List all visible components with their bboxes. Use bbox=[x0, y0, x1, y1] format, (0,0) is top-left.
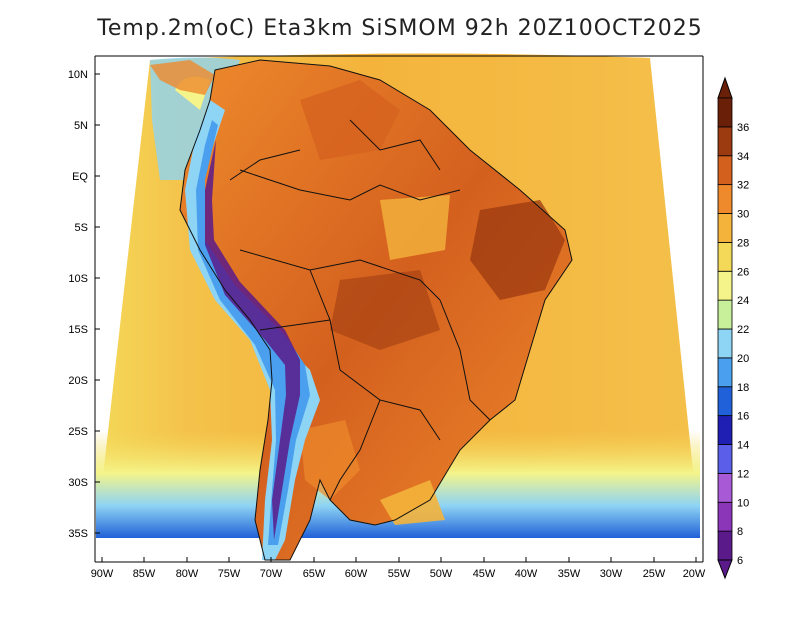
colorbar-label: 16 bbox=[737, 411, 749, 423]
colorbar-segment bbox=[717, 415, 733, 445]
lon-label: 45W bbox=[473, 568, 496, 580]
lon-label: 60W bbox=[345, 568, 368, 580]
colorbar-label: 18 bbox=[737, 382, 749, 394]
colorbar-label: 22 bbox=[737, 324, 749, 336]
colorbar-segment bbox=[717, 184, 733, 214]
lat-label: 35S bbox=[68, 528, 88, 540]
lon-label: 40W bbox=[515, 568, 538, 580]
colorbar-segment bbox=[717, 501, 733, 532]
lon-label: 50W bbox=[430, 568, 453, 580]
lon-label: 35W bbox=[558, 568, 581, 580]
lon-label: 20W bbox=[683, 568, 706, 580]
colorbar-segment bbox=[717, 444, 733, 474]
colorbar-segment bbox=[717, 241, 733, 272]
lon-label: 80W bbox=[176, 568, 199, 580]
colorbar-label: 32 bbox=[737, 180, 749, 192]
lat-label: 5S bbox=[75, 222, 88, 234]
colorbar-segment bbox=[717, 97, 733, 128]
colorbar-label: 6 bbox=[737, 555, 743, 567]
lon-label: 55W bbox=[388, 568, 411, 580]
colorbar-segment bbox=[717, 357, 733, 388]
lat-label: 5N bbox=[74, 120, 88, 132]
country-borders bbox=[179, 59, 573, 561]
colorbar-segment bbox=[717, 530, 733, 561]
temperature-field bbox=[96, 53, 700, 560]
colorbar: 6 8 10 12 14 16 18 20 22 24 26 28 30 32 34 36 bbox=[717, 76, 749, 580]
colorbar-bottom-arrow bbox=[717, 559, 733, 580]
colorbar-segment bbox=[717, 126, 733, 157]
map-title: Temp.2m(oC) Eta3km SiSMOM 92h 20Z10OCT20… bbox=[97, 16, 703, 41]
lon-label: 75W bbox=[218, 568, 241, 580]
colorbar-segment bbox=[717, 299, 733, 330]
colorbar-label: 10 bbox=[737, 497, 749, 509]
latitude-axis: 10N 5N EQ 5S 10S 15S 20S 25S 30S 35S bbox=[68, 55, 704, 563]
colorbar-top-arrow bbox=[717, 76, 733, 99]
colorbar-segment bbox=[717, 270, 733, 301]
lon-label: 85W bbox=[133, 568, 156, 580]
lon-label: 90W bbox=[91, 568, 114, 580]
lon-label: 70W bbox=[260, 568, 283, 580]
colorbar-label: 28 bbox=[737, 237, 749, 249]
lat-label: 30S bbox=[68, 477, 88, 489]
colorbar-segment bbox=[717, 328, 733, 359]
lat-label: 15S bbox=[68, 324, 88, 336]
colorbar-label: 26 bbox=[737, 266, 749, 278]
lat-label: 20S bbox=[68, 375, 88, 387]
lon-label: 30W bbox=[600, 568, 623, 580]
colorbar-label: 12 bbox=[737, 468, 749, 480]
lon-label: 25W bbox=[643, 568, 666, 580]
lat-label: 25S bbox=[68, 426, 88, 438]
colorbar-label: 24 bbox=[737, 295, 749, 307]
lat-label: 10S bbox=[68, 273, 88, 285]
colorbar-label: 34 bbox=[737, 151, 749, 163]
colorbar-label: 14 bbox=[737, 440, 749, 452]
colorbar-label: 8 bbox=[737, 526, 743, 538]
lon-label: 65W bbox=[303, 568, 326, 580]
colorbar-segment bbox=[717, 472, 733, 503]
colorbar-label: 20 bbox=[737, 353, 749, 365]
lat-label: EQ bbox=[72, 171, 88, 183]
colorbar-label: 30 bbox=[737, 209, 749, 221]
colorbar-label: 36 bbox=[737, 122, 749, 134]
longitude-axis: 90W 85W 80W 75W 70W 65W 60W 55W 50W 45W … bbox=[91, 557, 706, 580]
colorbar-segment bbox=[717, 386, 733, 417]
lat-label: 10N bbox=[68, 69, 88, 81]
colorbar-segment bbox=[717, 155, 733, 186]
colorbar-segment bbox=[717, 213, 733, 243]
